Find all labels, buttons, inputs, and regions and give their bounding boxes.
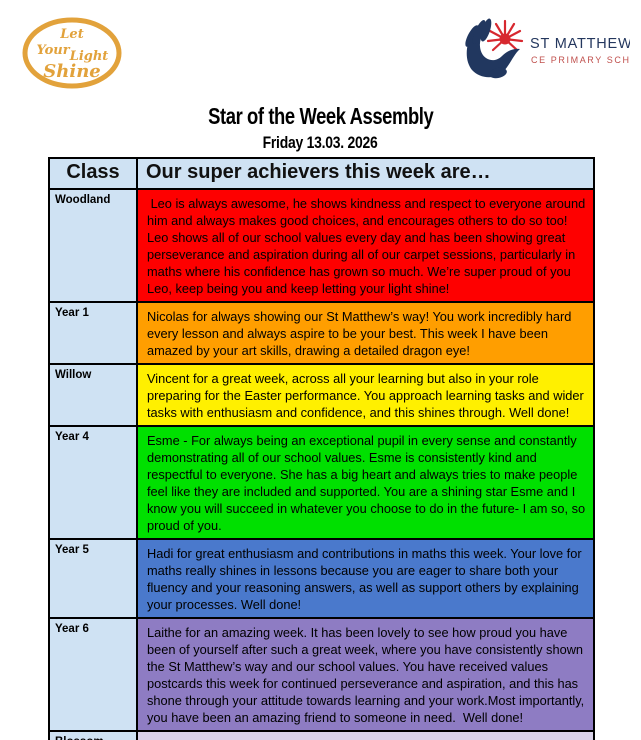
hand-icon (465, 18, 520, 79)
class-column-header: Class (48, 157, 138, 190)
logo-ellipse (22, 17, 122, 89)
achiever-cell: Hadi for great enthusiasm and contributi… (136, 538, 595, 619)
achiever-text: Nicolas for always showing our St Matthe… (147, 309, 575, 358)
table-row: Willow Vincent for a great week, across … (48, 363, 595, 427)
achiever-text: William for showing great perseverance a… (147, 737, 587, 740)
achiever-text: Hadi for great enthusiasm and contributi… (147, 546, 586, 612)
achiever-text: Leo is always awesome, he shows kindness… (147, 196, 589, 296)
achiever-text: Esme - For always being an exceptional p… (147, 433, 589, 533)
class-name-cell: Blossom (48, 730, 138, 740)
star-of-the-week-table: Class Our super achievers this week are…… (48, 157, 595, 740)
class-name-cell: Year 5 (48, 538, 138, 619)
class-name-cell: Woodland (48, 188, 138, 303)
st-matthews-school-logo: ST MATTHEW’S CE PRIMARY SCHOOL (465, 18, 630, 79)
table-row: Blossom William for showing great persev… (48, 730, 595, 740)
logo-word-your: Your (36, 43, 70, 58)
achiever-cell: Esme - For always being an exceptional p… (136, 425, 595, 540)
achiever-text: Vincent for a great week, across all you… (147, 371, 588, 420)
table-header-row: Class Our super achievers this week are… (48, 157, 595, 190)
page-subtitle: Friday 13.03. 2026 (263, 133, 378, 152)
page-title: Star of the Week Assembly (207, 103, 434, 129)
logo-word-shine: Shine (43, 61, 100, 82)
sun-center (499, 33, 511, 45)
achievers-column-header: Our super achievers this week are… (136, 157, 595, 190)
let-your-light-shine-logo: Let Your Light Shine (22, 17, 122, 89)
table-row: Year 6 Laithe for an amazing week. It ha… (48, 617, 595, 732)
achiever-text: Laithe for an amazing week. It has been … (147, 625, 588, 725)
class-name-cell: Year 6 (48, 617, 138, 732)
achiever-cell: Laithe for an amazing week. It has been … (136, 617, 595, 732)
school-name: ST MATTHEW’S (530, 36, 630, 52)
table-row: Year 5 Hadi for great enthusiasm and con… (48, 538, 595, 619)
class-name-cell: Year 1 (48, 301, 138, 365)
class-name-cell: Year 4 (48, 425, 138, 540)
table-row: Year 1 Nicolas for always showing our St… (48, 301, 595, 365)
achiever-cell: William for showing great perseverance a… (136, 730, 595, 740)
achiever-cell: Nicolas for always showing our St Matthe… (136, 301, 595, 365)
school-subtitle: CE PRIMARY SCHOOL (531, 55, 630, 65)
logo-word-let: Let (59, 27, 83, 42)
logo-word-light: Light (69, 49, 109, 64)
table-row: Year 4 Esme - For always being an except… (48, 425, 595, 540)
title-block: Star of the Week Assembly Friday 13.03. … (0, 103, 641, 153)
class-name-cell: Willow (48, 363, 138, 427)
achiever-cell: Leo is always awesome, he shows kindness… (136, 188, 595, 303)
achiever-cell: Vincent for a great week, across all you… (136, 363, 595, 427)
table-row: Woodland Leo is always awesome, he shows… (48, 188, 595, 303)
